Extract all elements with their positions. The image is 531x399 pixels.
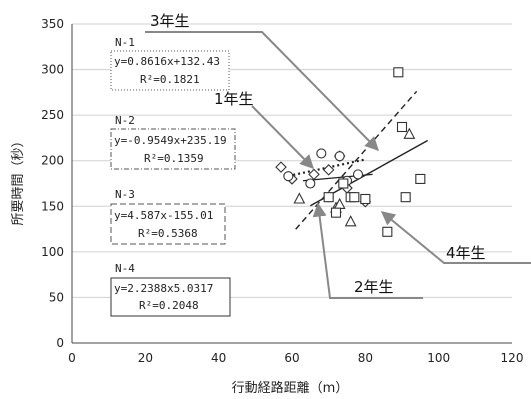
x-tick-label-4: 80 <box>358 351 373 365</box>
equation-box-n4-r2: R²=0.2048 <box>139 299 199 312</box>
grade-callout-2: 2年生 <box>312 202 423 299</box>
y-tick-label-6: 300 <box>41 63 64 77</box>
equation-box-n1: N-1 y=0.8616x+132.43 R²=0.1821 <box>110 36 230 91</box>
equation-box-n2-frame <box>110 128 236 170</box>
y-tick-label-7: 350 <box>41 17 64 31</box>
x-tick-label-2: 40 <box>211 351 226 365</box>
point-square-6 <box>396 121 408 133</box>
point-square-9 <box>415 173 426 184</box>
y-tick-label-0: 0 <box>56 336 64 350</box>
point-circle-0 <box>283 171 294 182</box>
point-diamond-0 <box>275 161 287 173</box>
point-square-0 <box>323 192 334 203</box>
equation-box-n2: N-2 y=-0.9549x+235.19 R²=0.1359 <box>110 114 236 170</box>
equation-box-n4-label: N-4 <box>115 262 135 275</box>
point-square-10 <box>349 192 360 203</box>
y-tick-label-4: 200 <box>41 154 64 168</box>
x-tick-labels: 0 20 40 60 80 100 120 <box>68 351 523 365</box>
point-diamond-2 <box>308 168 320 181</box>
x-tick-label-1: 20 <box>138 351 153 365</box>
point-circle-1 <box>305 178 316 189</box>
grade-label-3: 3年生 <box>150 12 190 30</box>
grade-callout-4: 4年生 <box>380 211 531 264</box>
point-square-1 <box>330 207 342 218</box>
x-tick-label-6: 120 <box>501 351 524 365</box>
x-axis-title: 行動経路距離（m） <box>232 380 349 396</box>
callout-line-grade-4 <box>380 211 531 264</box>
y-tick-labels: 0 50 100 150 200 250 300 350 <box>41 17 64 350</box>
equation-box-n3-label: N-3 <box>115 188 135 201</box>
point-circle-5 <box>352 169 364 180</box>
point-circle-2 <box>316 148 327 159</box>
equation-box-n3-r2: R²=0.5368 <box>138 227 198 240</box>
y-tick-label-1: 50 <box>49 290 64 304</box>
point-triangle-0 <box>293 192 306 204</box>
axes <box>71 24 512 344</box>
equation-box-n4-equation: y=2.2388x5.0317 <box>114 282 213 295</box>
equation-box-n2-equation: y=-0.9549x+235.19 <box>114 134 227 147</box>
callout-line-grade-3 <box>145 31 379 151</box>
equation-box-n2-r2: R²=0.1359 <box>144 152 204 165</box>
callout-line-grade-1 <box>251 105 314 169</box>
grade-label-4: 4年生 <box>446 244 486 262</box>
point-square-2 <box>338 178 349 189</box>
grade-callout-1: 1年生 <box>214 90 314 169</box>
equation-box-n1-equation: y=0.8616x+132.43 <box>114 55 220 68</box>
x-tick-label-5: 100 <box>427 351 450 365</box>
grade-label-1: 1年生 <box>214 90 254 108</box>
equation-box-n1-frame <box>110 50 230 91</box>
trend-line-1 <box>288 158 366 178</box>
equation-box-n1-r2: R²=0.1821 <box>140 73 200 86</box>
equation-box-n4: N-4 y=2.2388x5.0317 R²=0.2048 <box>110 262 231 317</box>
grade-callout-3: 3年生 <box>145 12 379 151</box>
x-tick-label-0: 0 <box>68 351 76 365</box>
equation-box-n3-equation: y=4.587x-155.01 <box>114 209 213 222</box>
equation-box-n3-frame <box>110 203 226 245</box>
grade-label-2: 2年生 <box>354 278 394 296</box>
equation-box-n2-label: N-2 <box>115 114 135 127</box>
point-triangle-3 <box>344 215 357 227</box>
equation-box-n1-label: N-1 <box>115 36 135 49</box>
point-circle-3 <box>334 151 345 162</box>
x-tick-label-3: 60 <box>284 351 299 365</box>
y-axis-title: 所要時間（秒） <box>11 134 26 225</box>
point-square-4 <box>360 193 371 205</box>
point-diamond-3 <box>322 164 335 176</box>
point-square-8 <box>400 192 411 203</box>
point-square-7 <box>382 226 393 237</box>
callout-line-grade-2 <box>312 202 423 299</box>
equation-box-n3: N-3 y=4.587x-155.01 R²=0.5368 <box>110 188 226 245</box>
y-tick-label-2: 100 <box>41 245 64 259</box>
y-tick-label-3: 150 <box>41 199 64 213</box>
y-tick-label-5: 250 <box>41 108 64 122</box>
point-triangle-4 <box>403 127 416 139</box>
data-markers <box>275 67 426 237</box>
equation-box-n4-frame <box>110 277 231 317</box>
point-square-5 <box>393 67 404 78</box>
